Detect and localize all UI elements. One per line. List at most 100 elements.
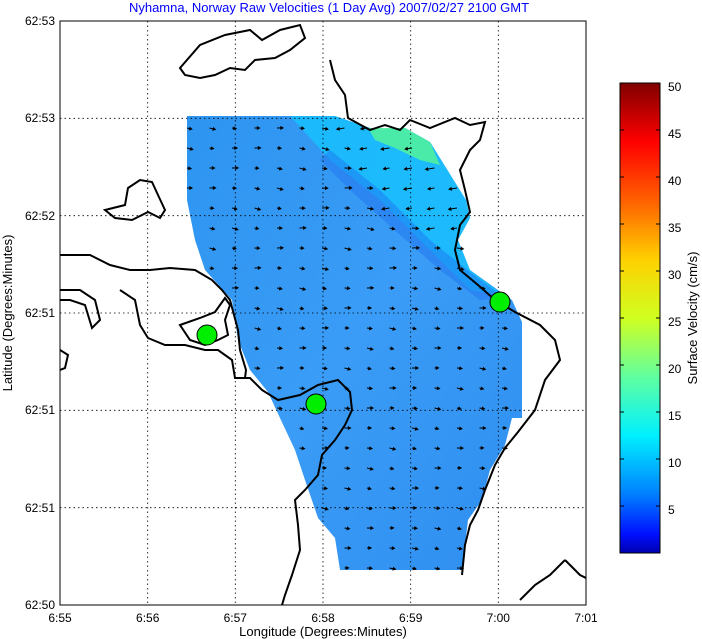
velocity-vector-head [457,526,462,531]
velocity-vector-head [415,365,420,371]
velocity-vector-head [481,346,486,351]
velocity-vector-head [324,506,329,511]
velocity-vector-head [323,366,328,371]
velocity-vector-head [460,267,465,271]
colorbar-tick-label: 25 [668,315,682,329]
velocity-vector-head [481,466,486,471]
velocity-vector-head [300,426,305,431]
x-tick-label: 6:59 [399,611,423,625]
velocity-vector-head [212,126,217,131]
velocity-vector-head [256,246,261,251]
velocity-vector-head [390,405,395,411]
colorbar-tick-label: 5 [668,503,675,517]
coastline [60,23,586,605]
velocity-vector-head [370,285,375,290]
velocity-vector-head [412,446,417,451]
velocity-vector-head [324,246,329,251]
velocity-vector-head [235,165,240,170]
colorbar-gradient [619,82,661,554]
velocity-vector-head [235,285,240,290]
velocity-vector-head [404,146,409,151]
velocity-vector-head [391,486,396,491]
x-tick-label: 6:58 [311,611,335,625]
colorbar: 5 10 15 20 25 30 35 40 45 50 Surface Vel… [619,80,700,554]
velocity-vector-head [212,185,217,190]
velocity-vector-head [436,326,441,331]
velocity-vector-head [323,166,328,171]
y-tick-label: 62:50 [25,598,55,612]
velocity-vector-head [232,126,238,131]
velocity-vector-head [324,306,329,311]
velocity-vector-head [412,326,417,331]
velocity-vector-head [505,406,510,411]
y-tick-label: 62:51 [25,403,55,417]
velocity-vector-head [256,186,261,191]
colorbar-tick-label: 30 [668,268,682,282]
velocity-vector-head [480,386,485,391]
velocity-vector-head [458,286,463,291]
velocity-vector-head [300,246,305,251]
colorbar-tick-label: 15 [668,409,682,423]
velocity-vector-head [189,146,194,151]
velocity-vector-head [301,446,306,451]
velocity-vector-head [370,206,375,211]
velocity-vector-head [187,166,193,171]
velocity-vector-head [482,366,487,371]
velocity-vector-head [257,206,262,211]
velocity-vector-head [359,146,364,151]
velocity-vector-head [437,286,442,291]
velocity-vector-head [414,406,419,411]
y-tick-label: 62:53 [25,14,55,28]
velocity-vector-head [347,366,352,371]
y-axis: 62:50 62:51 62:51 62:51 62:52 62:53 62:5… [0,14,55,612]
velocity-vector-head [347,166,352,171]
velocity-vector-head [370,227,375,232]
velocity-vector-head [435,426,440,431]
velocity-vector-head [302,406,307,411]
velocity-vector-head [324,386,329,391]
velocity-vector-head [322,286,328,291]
velocity-vector-head [369,386,374,391]
velocity-vector-head [257,265,262,270]
velocity-vector-head [280,365,285,370]
x-tick-label: 7:01 [574,611,598,625]
velocity-vector-head [210,266,215,271]
velocity-vector-head [346,346,351,351]
velocity-vector-head [346,466,351,471]
velocity-vector-head [458,465,463,470]
velocity-vector-head [435,306,440,311]
velocity-vector-head [413,466,418,471]
velocity-vector-head [482,426,487,431]
peak-velocity-zone [368,128,440,165]
velocity-vector-head [502,366,507,371]
velocity-vector-head [391,546,396,551]
velocity-vector-head [482,305,487,311]
velocity-vector-head [323,465,328,471]
velocity-vector-head [437,345,442,351]
velocity-vector-head [392,446,397,451]
velocity-vector-head [324,486,329,491]
velocity-vector-head [391,285,395,291]
velocity-vector-head [301,326,306,331]
velocity-vector-head [403,166,408,171]
velocity-vector-head [359,126,364,131]
velocity-vector-head [436,566,441,571]
velocity-vector-head [323,226,328,231]
velocity-vector-head [345,506,350,511]
colorbar-label: Surface Velocity (cm/s) [685,252,700,385]
velocity-vector-head [435,365,440,371]
colorbar-tick-label: 50 [668,80,682,94]
velocity-vector-head [393,265,398,270]
colorbar-tick-label: 10 [668,456,682,470]
velocity-vector-head [459,366,464,371]
velocity-vector-head [448,186,453,191]
y-tick-label: 62:53 [25,111,55,125]
x-tick-label: 7:00 [487,611,511,625]
velocity-vector-head [413,505,418,510]
velocity-vector-head [415,486,420,491]
velocity-vector-head [457,406,462,411]
velocity-vector-head [414,346,419,351]
plot-area [60,21,586,605]
velocity-vector-head [301,386,306,391]
velocity-vector-head [345,565,350,570]
